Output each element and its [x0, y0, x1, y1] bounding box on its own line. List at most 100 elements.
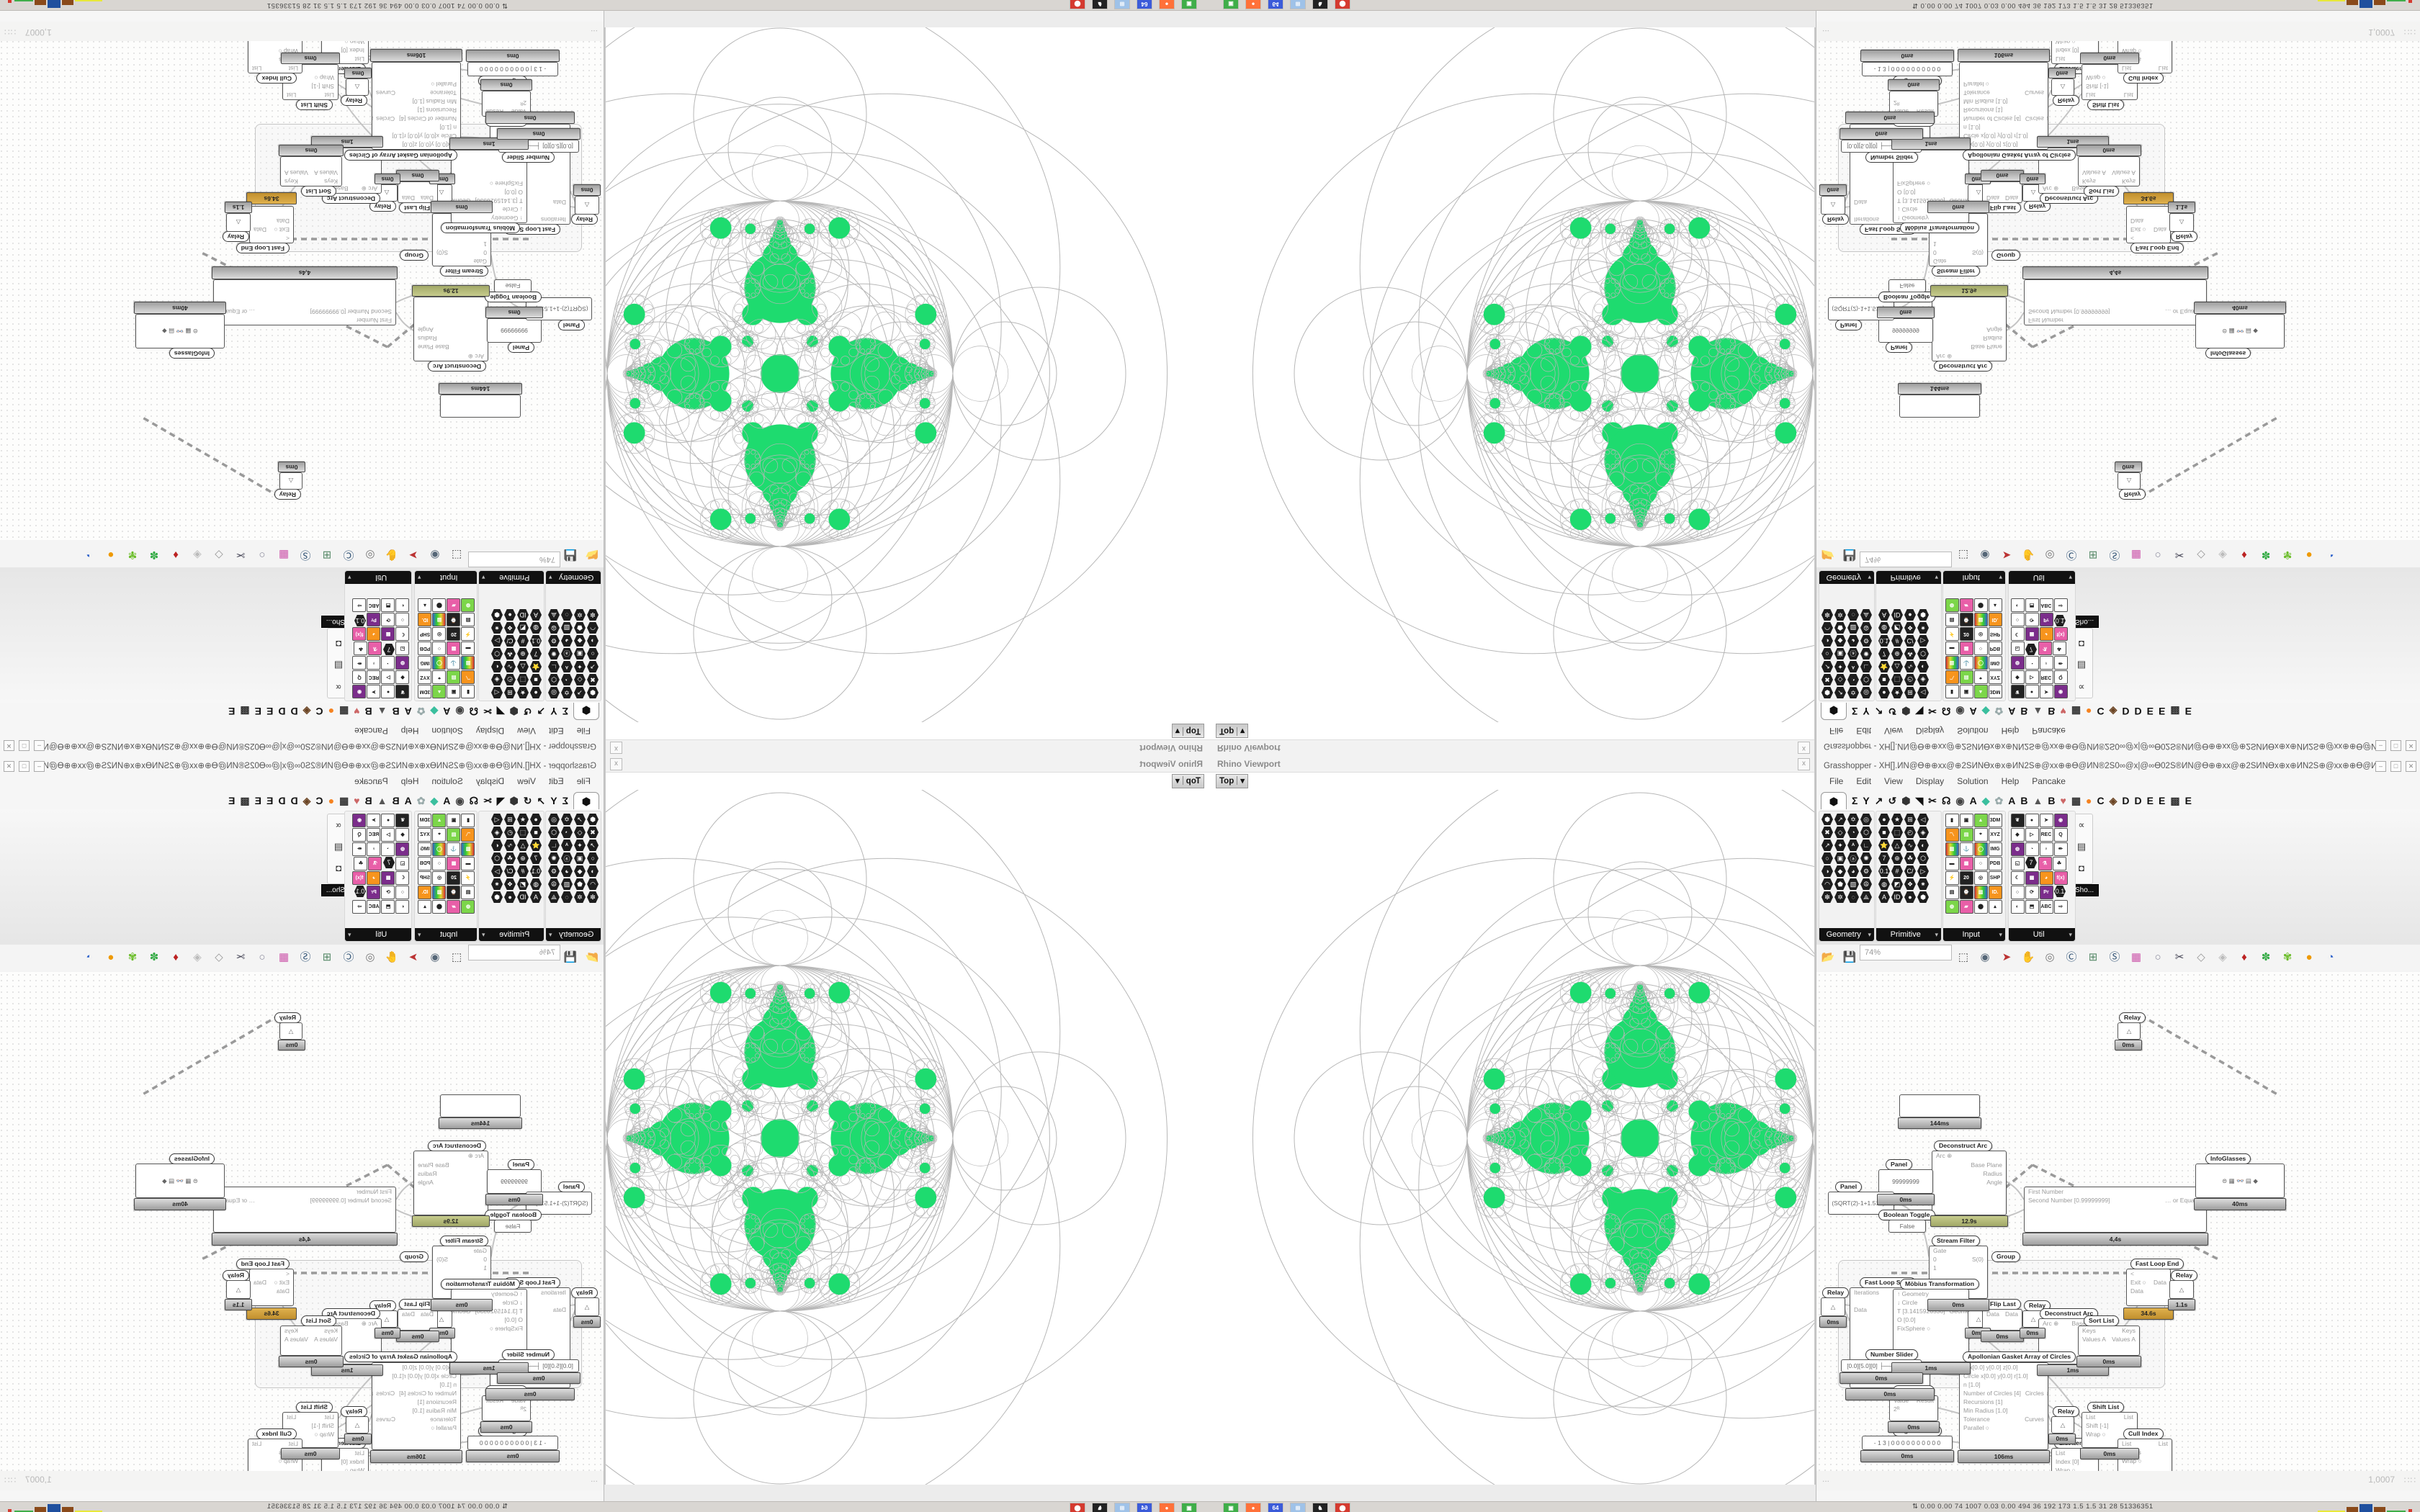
component-icon[interactable]: ⬢ — [587, 814, 599, 826]
component-icon[interactable]: ⚗ — [2038, 642, 2052, 656]
component-icon[interactable]: ▥ — [432, 613, 447, 627]
save-button[interactable]: 💾 — [563, 951, 578, 963]
component-icon[interactable]: ◐ — [1917, 840, 1929, 851]
toolbar-icon[interactable]: ○ — [259, 951, 266, 963]
toolbar-icon[interactable]: ◔ — [86, 549, 93, 561]
node-decon1[interactable]: Arc ⊕ Base Plane Radius Angle — [1932, 1151, 2007, 1215]
node-panel1[interactable]: 99999999 — [487, 318, 542, 343]
component-icon[interactable]: ▷ — [2025, 670, 2039, 685]
component-icon[interactable]: ↗ — [1821, 840, 1833, 851]
category-tab[interactable]: ⬢ — [509, 795, 519, 806]
node-fle[interactable]: < Exit ○ Data Data — [2126, 206, 2171, 243]
component-icon[interactable]: ◎ — [548, 687, 560, 699]
component-icon[interactable]: ⇨ — [352, 598, 367, 613]
node-relayL[interactable]: △ — [1821, 196, 1845, 215]
node-relay4[interactable]: △ — [346, 1416, 369, 1434]
category-tab[interactable]: ⬢ — [1901, 795, 1911, 806]
component-icon[interactable]: ▩ — [1959, 856, 1973, 870]
component-icon[interactable]: SHP — [418, 627, 432, 642]
flyout-icon[interactable]: ∝ — [2078, 819, 2085, 830]
category-tab[interactable]: A — [404, 706, 412, 717]
component-icon[interactable]: ○ — [395, 613, 410, 627]
component-icon[interactable]: ➤ — [2039, 813, 2053, 827]
node-n144[interactable] — [440, 1094, 521, 1117]
node-fle[interactable]: < Exit ○ Data Data — [2126, 1269, 2171, 1306]
category-tab[interactable]: E — [2184, 706, 2192, 717]
component-icon[interactable]: ABC — [367, 899, 381, 914]
component-icon[interactable]: 7 — [2025, 857, 2037, 868]
menu-view[interactable]: View — [517, 776, 536, 786]
category-tab[interactable]: D — [2134, 795, 2142, 806]
component-icon[interactable]: 〽 — [461, 670, 475, 685]
component-icon[interactable]: ◎ — [1973, 870, 1988, 885]
component-icon[interactable]: 3DM — [418, 813, 432, 827]
component-icon[interactable]: ● — [1878, 814, 1890, 825]
component-icon[interactable]: ⬡ — [548, 827, 560, 839]
component-icon[interactable]: 20 — [1959, 627, 1973, 642]
component-icon[interactable]: ✺ — [1860, 852, 1872, 864]
component-icon[interactable]: ∟ — [548, 661, 560, 673]
component-icon[interactable]: ⌖ — [1973, 670, 1988, 685]
component-icon[interactable]: ◑ — [587, 865, 599, 878]
statusbar-dots[interactable]: ... — [590, 28, 598, 38]
category-tab[interactable]: ● — [2086, 795, 2092, 806]
zoom-input[interactable]: 74% — [468, 945, 560, 960]
toolbar-icon[interactable]: ◔ — [86, 951, 93, 963]
category-tab[interactable]: ◥ — [496, 706, 505, 717]
viewport-projection-dropdown[interactable]: Top ▾ — [1216, 724, 1249, 738]
component-icon[interactable]: ⊞ — [504, 687, 516, 699]
chevron-down-icon[interactable]: ▾ — [1868, 931, 1871, 938]
component-icon[interactable]: ▤ — [461, 885, 475, 899]
category-tab[interactable]: C — [2097, 795, 2105, 806]
component-icon[interactable]: ▷ — [1917, 865, 1929, 877]
window-button[interactable]: ✕ — [4, 761, 14, 772]
component-icon[interactable]: ◉ — [2053, 685, 2068, 699]
component-icon[interactable]: ◔ — [2025, 842, 2039, 856]
close-icon[interactable]: x — [610, 742, 622, 754]
toolbar-icon[interactable]: ⊞ — [322, 951, 332, 963]
component-icon[interactable]: ☘ — [1904, 852, 1916, 864]
component-icon[interactable]: ◑ — [1821, 865, 1833, 877]
component-icon[interactable]: C/ — [504, 635, 516, 647]
statusbar-dots[interactable]: ... — [1822, 1474, 1830, 1484]
component-icon[interactable]: ID. — [418, 613, 432, 627]
component-icon[interactable]: ⊕ — [517, 852, 529, 865]
node-apollo[interactable]: C x[0.0] y[0.0] z[0.0] Circle x[0.0] y[0.… — [1959, 1362, 2048, 1450]
category-tab[interactable]: ▦ — [339, 706, 349, 717]
resize-grip[interactable]: ∷∷ — [4, 27, 17, 37]
component-icon[interactable]: ☘ — [1904, 648, 1917, 660]
category-tab[interactable]: E — [254, 795, 261, 806]
component-icon[interactable]: ◉ — [352, 685, 367, 699]
component-icon[interactable]: ⁕ — [491, 622, 503, 634]
category-tab[interactable]: ☊ — [1941, 795, 1951, 806]
component-icon[interactable]: ◔ — [1847, 674, 1860, 686]
component-icon[interactable]: ◕ — [2039, 870, 2053, 885]
component-icon[interactable]: ⌖ — [432, 827, 447, 842]
open-button[interactable]: 📂 — [1821, 951, 1835, 963]
component-icon[interactable]: # — [1891, 635, 1904, 647]
toolbar-icon[interactable]: ⬚ — [1958, 951, 1969, 963]
category-tab[interactable]: Σ — [1852, 706, 1858, 717]
component-icon[interactable]: ◐ — [395, 899, 410, 914]
category-tab[interactable]: ✿ — [1994, 706, 2004, 717]
component-icon[interactable]: ♀ — [2039, 656, 2053, 670]
component-icon[interactable]: ◌ — [561, 891, 573, 904]
component-icon[interactable]: ◠ — [587, 878, 599, 891]
menu-view[interactable]: View — [1884, 726, 1903, 736]
toolbar-icon[interactable]: ✽ — [2261, 951, 2271, 963]
category-tab[interactable]: ◈ — [302, 706, 311, 717]
component-icon[interactable]: ᴬ — [1847, 840, 1859, 851]
category-tab[interactable]: E — [2146, 706, 2154, 717]
component-icon[interactable]: ID. — [418, 885, 432, 899]
category-tab[interactable]: E — [228, 706, 236, 717]
component-icon[interactable]: ○ — [432, 642, 447, 656]
category-tab[interactable]: ▲ — [2033, 706, 2043, 717]
component-icon[interactable]: ∿ — [504, 661, 516, 673]
component-icon[interactable]: ⚙ — [1860, 865, 1872, 877]
component-icon[interactable]: ▣ — [447, 813, 461, 827]
category-tab[interactable]: ◆ — [1981, 706, 1990, 717]
component-icon[interactable]: ▣ — [1834, 648, 1847, 660]
component-icon[interactable]: ⬒ — [381, 899, 395, 914]
menu-solution[interactable]: Solution — [431, 776, 463, 786]
component-icon[interactable]: ◑ — [587, 635, 599, 647]
